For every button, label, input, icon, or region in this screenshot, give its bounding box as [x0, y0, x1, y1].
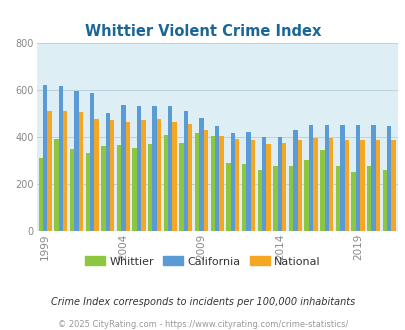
Bar — [308, 125, 313, 231]
Bar — [266, 144, 270, 231]
Bar — [203, 130, 208, 231]
Bar — [101, 147, 105, 231]
Bar — [230, 133, 234, 231]
Bar — [63, 111, 67, 231]
Bar — [94, 119, 98, 231]
Bar — [313, 138, 317, 231]
Bar — [375, 141, 379, 231]
Bar — [339, 125, 344, 231]
Bar — [226, 163, 230, 231]
Bar — [344, 141, 348, 231]
Bar — [74, 91, 79, 231]
Text: © 2025 CityRating.com - https://www.cityrating.com/crime-statistics/: © 2025 CityRating.com - https://www.city… — [58, 319, 347, 329]
Bar — [199, 118, 203, 231]
Bar — [297, 141, 301, 231]
Bar — [261, 137, 266, 231]
Bar — [105, 114, 110, 231]
Bar — [371, 125, 375, 231]
Text: Whittier Violent Crime Index: Whittier Violent Crime Index — [85, 24, 320, 39]
Bar — [288, 166, 292, 231]
Bar — [320, 150, 324, 231]
Bar — [38, 158, 43, 231]
Bar — [194, 133, 199, 231]
Bar — [163, 135, 168, 231]
Bar — [351, 172, 355, 231]
Bar — [148, 144, 152, 231]
Bar — [210, 136, 215, 231]
Bar — [250, 141, 254, 231]
Bar — [257, 170, 261, 231]
Bar — [125, 122, 130, 231]
Bar — [241, 164, 246, 231]
Bar — [188, 124, 192, 231]
Bar — [117, 145, 121, 231]
Bar — [136, 106, 141, 231]
Bar — [328, 138, 333, 231]
Bar — [359, 141, 364, 231]
Bar — [366, 166, 371, 231]
Bar — [110, 120, 114, 231]
Bar — [70, 149, 74, 231]
Bar — [54, 139, 58, 231]
Bar — [386, 126, 390, 231]
Bar — [390, 141, 395, 231]
Bar — [273, 166, 277, 231]
Bar — [58, 86, 63, 231]
Bar — [246, 132, 250, 231]
Bar — [85, 153, 90, 231]
Bar — [215, 126, 219, 231]
Bar — [281, 143, 286, 231]
Bar — [183, 111, 188, 231]
Bar — [121, 105, 125, 231]
Bar — [304, 160, 308, 231]
Text: Crime Index corresponds to incidents per 100,000 inhabitants: Crime Index corresponds to incidents per… — [51, 297, 354, 307]
Bar — [79, 112, 83, 231]
Bar — [219, 136, 223, 231]
Bar — [277, 137, 281, 231]
Bar — [47, 111, 51, 231]
Bar — [90, 93, 94, 231]
Bar — [168, 106, 172, 231]
Bar — [324, 125, 328, 231]
Bar — [172, 122, 177, 231]
Bar — [292, 130, 297, 231]
Bar — [141, 120, 145, 231]
Legend: Whittier, California, National: Whittier, California, National — [85, 256, 320, 267]
Bar — [355, 125, 359, 231]
Bar — [132, 148, 136, 231]
Bar — [382, 170, 386, 231]
Bar — [43, 85, 47, 231]
Bar — [234, 139, 239, 231]
Bar — [335, 166, 339, 231]
Bar — [179, 143, 183, 231]
Bar — [152, 106, 156, 231]
Bar — [156, 119, 161, 231]
